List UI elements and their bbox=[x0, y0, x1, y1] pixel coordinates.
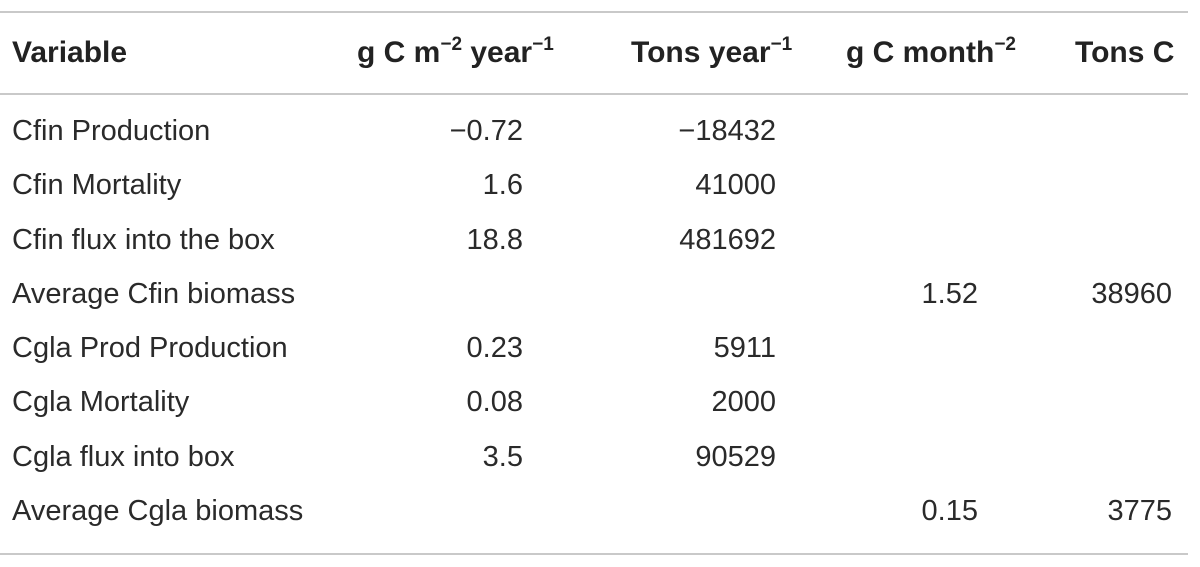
header-col2-base: Tons year bbox=[631, 36, 771, 69]
row-tons-year-value: −18432 bbox=[678, 115, 776, 147]
table-row: Cfin Production −0.72 −18432 bbox=[0, 107, 1200, 161]
row-tons-c-value: 3775 bbox=[1107, 495, 1172, 528]
header-g-c-per-m2-year: g C m−2 year−1 bbox=[357, 35, 554, 71]
row-tons-year-value: 481692 bbox=[679, 223, 776, 256]
row-g-c-m2-year-value: 3.5 bbox=[482, 440, 523, 473]
header-tons-c: Tons C bbox=[1075, 36, 1175, 69]
row-g-c-m2-year-value: 1.6 bbox=[482, 169, 523, 202]
table-row: Average Cgla biomass 0.15 3775 bbox=[0, 487, 1200, 541]
table-row: Average Cfin biomass 1.52 38960 bbox=[0, 270, 1200, 324]
row-tons-c-value: 38960 bbox=[1091, 277, 1172, 310]
row-tons-year-value: 2000 bbox=[711, 386, 776, 419]
table-top-rule bbox=[0, 11, 1188, 13]
row-variable-name: Cgla Prod Production bbox=[12, 332, 288, 365]
row-g-c-month2-value: 1.52 bbox=[921, 277, 978, 310]
table-row: Cfin Mortality 1.6 41000 bbox=[0, 161, 1200, 215]
row-g-c-m2-year-value: −0.72 bbox=[449, 115, 523, 147]
header-col3-base: g C month bbox=[846, 36, 995, 69]
row-variable-name: Average Cfin biomass bbox=[12, 277, 296, 310]
header-variable: Variable bbox=[12, 36, 128, 69]
table-bottom-rule bbox=[0, 553, 1188, 555]
header-col3-exp: −2 bbox=[994, 34, 1016, 55]
table-header-row: Variable g C m−2 year−1 Tons year−1 g C … bbox=[0, 13, 1200, 93]
header-col2-exp: −1 bbox=[770, 34, 793, 55]
table-row: Cgla Mortality 0.08 2000 bbox=[0, 378, 1200, 432]
header-col1-base: g C m bbox=[357, 36, 441, 69]
header-col1-exp2: −1 bbox=[532, 34, 554, 55]
row-variable-name: Average Cgla biomass bbox=[12, 495, 304, 528]
header-g-c-per-month2: g C month−2 bbox=[846, 35, 1016, 71]
header-col1-exp1: −2 bbox=[440, 34, 463, 55]
table-row: Cgla Prod Production 0.23 5911 bbox=[0, 324, 1200, 378]
row-variable-name: Cgla flux into box bbox=[12, 440, 235, 473]
row-tons-year-value: 5911 bbox=[713, 332, 776, 365]
header-col1-mid: year bbox=[462, 36, 533, 69]
row-variable-name: Cfin Mortality bbox=[12, 169, 182, 202]
row-variable-name: Cgla Mortality bbox=[12, 386, 190, 419]
row-g-c-month2-value: 0.15 bbox=[921, 495, 978, 528]
row-g-c-m2-year-value: 18.8 bbox=[466, 223, 523, 256]
row-tons-year-value: 41000 bbox=[695, 169, 776, 202]
row-variable-name: Cfin flux into the box bbox=[12, 223, 275, 256]
table-body: Cfin Production −0.72 −18432 Cfin Mortal… bbox=[0, 107, 1200, 541]
row-g-c-m2-year-value: 0.23 bbox=[466, 332, 523, 365]
table-row: Cgla flux into box 3.5 90529 bbox=[0, 433, 1200, 487]
table-header-rule bbox=[0, 93, 1188, 95]
row-tons-year-value: 90529 bbox=[695, 440, 776, 473]
row-g-c-m2-year-value: 0.08 bbox=[466, 386, 523, 419]
header-tons-per-year: Tons year−1 bbox=[631, 35, 792, 71]
row-variable-name: Cfin Production bbox=[12, 115, 211, 147]
table-row: Cfin flux into the box 18.8 481692 bbox=[0, 216, 1200, 270]
